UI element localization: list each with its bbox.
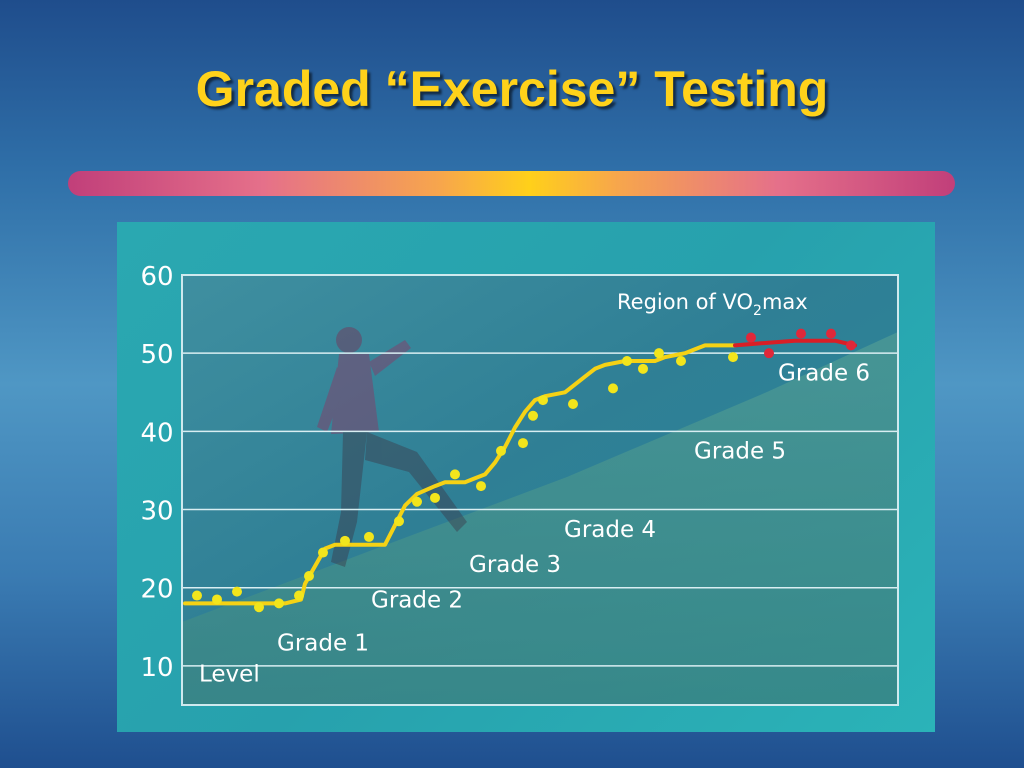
data-point — [304, 571, 314, 581]
data-point — [476, 481, 486, 492]
vo2max-suffix: max — [762, 290, 808, 314]
data-point — [538, 395, 548, 406]
data-point — [232, 586, 242, 597]
grade-label: Grade 4 — [564, 517, 656, 543]
grade-label: Level — [199, 662, 260, 688]
vo2max-data-point — [746, 332, 756, 343]
oxygen-uptake-curve — [183, 343, 737, 606]
data-point — [676, 356, 686, 366]
data-point — [394, 516, 404, 527]
vo2max-data-point — [846, 340, 856, 351]
data-point — [412, 496, 422, 507]
vo2max-data-point — [796, 328, 806, 339]
data-point — [568, 399, 578, 409]
vo2max-region-text: Region of VO — [617, 290, 753, 314]
plot-frame — [181, 274, 899, 706]
grade-label: Grade 2 — [371, 587, 463, 613]
y-tick-label: 50 — [140, 340, 173, 370]
data-point — [192, 590, 202, 601]
data-point — [638, 363, 648, 374]
y-tick-label: 40 — [140, 418, 173, 448]
grade-label: Grade 6 — [778, 361, 870, 387]
data-point — [430, 492, 440, 503]
data-point — [274, 598, 284, 609]
data-point — [728, 352, 738, 363]
y-tick-labels: 10 20 30 40 50 60 — [140, 262, 173, 683]
data-point — [318, 547, 328, 558]
data-point — [254, 602, 264, 613]
y-tick-label: 60 — [140, 262, 173, 292]
y-tick-label: 30 — [140, 497, 173, 527]
grade-label: Grade 5 — [694, 439, 786, 465]
grade-label: Grade 1 — [277, 630, 369, 656]
data-point — [340, 535, 350, 546]
data-point — [450, 469, 460, 480]
y-tick-label: 20 — [140, 575, 173, 605]
data-point — [496, 445, 506, 456]
hillside-background — [182, 332, 898, 705]
runner-silhouette — [317, 327, 467, 567]
vo2max-data-point — [826, 328, 836, 339]
data-point — [212, 594, 222, 605]
data-point — [528, 410, 538, 421]
data-point — [622, 356, 632, 366]
curves — [183, 338, 857, 606]
data-point — [518, 438, 528, 449]
data-point — [294, 590, 304, 601]
data-point — [608, 383, 618, 394]
title-divider-bar — [68, 171, 955, 196]
y-tick-label: 10 — [140, 653, 173, 683]
vo2max-region-label: Region of VO2max — [617, 290, 808, 319]
gridlines — [182, 352, 898, 667]
vo2max-curve — [733, 338, 857, 348]
grade-label: Grade 3 — [469, 552, 561, 578]
data-points — [192, 328, 856, 613]
vo2max-subscript: 2 — [753, 303, 762, 319]
data-point — [364, 531, 374, 542]
vo2max-data-point — [764, 348, 774, 359]
slide-title: Graded “Exercise” Testing — [195, 61, 829, 117]
data-point — [654, 348, 664, 359]
